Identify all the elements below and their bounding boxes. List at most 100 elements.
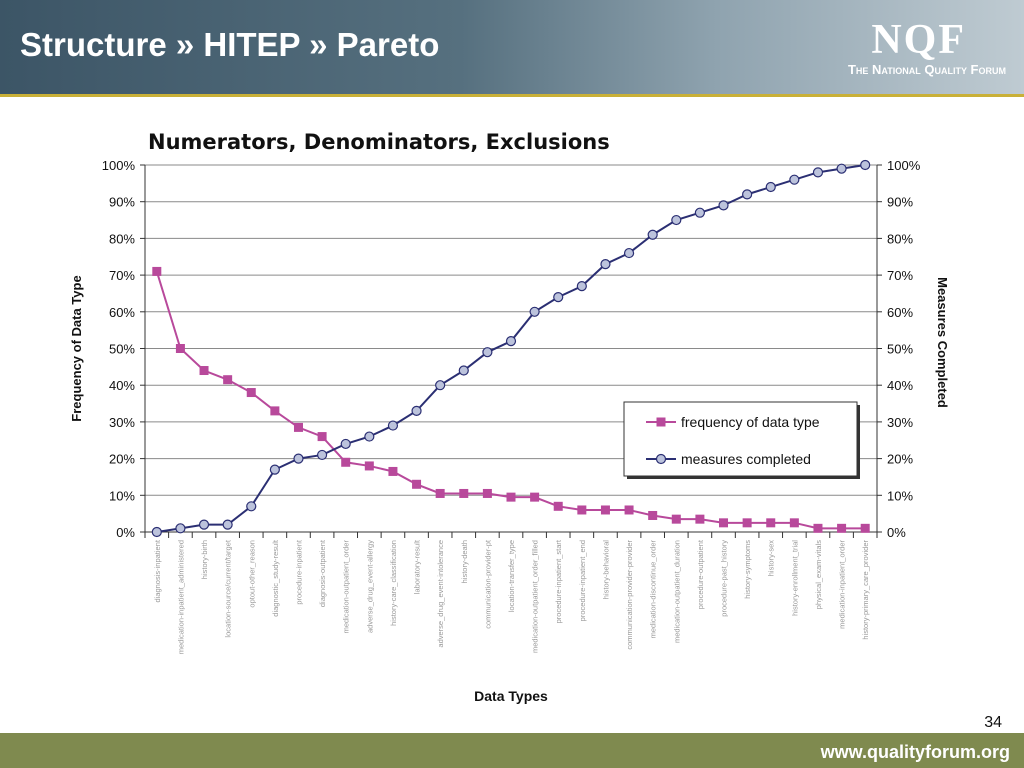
x-tick-label: procedure-inpatient xyxy=(294,539,303,605)
frequency-point xyxy=(671,514,681,524)
measures-point xyxy=(482,347,493,358)
x-tick-label: procedure-past_history xyxy=(720,540,729,617)
y2-tick-label: 100% xyxy=(887,158,921,173)
frequency-point xyxy=(223,375,233,385)
x-tick-label: history-sex xyxy=(767,540,776,577)
frequency-point xyxy=(482,488,492,498)
y-axis-title: Frequency of Data Type xyxy=(69,275,84,421)
x-tick-label: location-source/current/target xyxy=(224,539,233,637)
x-axis-title: Data Types xyxy=(474,688,548,704)
y2-tick-label: 40% xyxy=(887,378,913,393)
x-tick-label: history-birth xyxy=(200,540,209,579)
frequency-point xyxy=(317,432,327,442)
x-tick-label: physical_exam-vitals xyxy=(814,540,823,609)
measures-point xyxy=(246,501,257,512)
footer-url[interactable]: www.qualityforum.org xyxy=(820,742,1010,762)
header-divider xyxy=(0,94,1024,97)
nqf-logo-subtitle: The National Quality Forum xyxy=(847,62,1006,77)
frequency-point xyxy=(459,488,469,498)
nqf-logo: NQF xyxy=(871,17,966,63)
y2-tick-label: 90% xyxy=(887,195,913,210)
frequency-point xyxy=(695,514,705,524)
y2-tick-label: 30% xyxy=(887,415,913,430)
x-tick-label: medication-outpatient_duration xyxy=(672,540,681,643)
frequency-point xyxy=(175,344,185,353)
y-tick-label: 40% xyxy=(109,378,135,393)
x-tick-label: adverse_drug_event-allergy xyxy=(365,540,374,633)
measures-point xyxy=(151,526,162,538)
frequency-point xyxy=(199,366,209,376)
slide-title: Structure » HITEP » Pareto xyxy=(20,26,440,63)
frequency-point xyxy=(813,523,823,533)
frequency-point xyxy=(364,461,374,471)
frequency-point xyxy=(553,501,563,511)
frequency-point xyxy=(789,518,799,528)
measures-point xyxy=(435,380,446,391)
x-tick-label: location-transfer_type xyxy=(507,540,516,612)
measures-point xyxy=(576,281,587,292)
x-tick-label: history-symptoms xyxy=(743,540,752,599)
y2-tick-label: 0% xyxy=(887,525,906,540)
measures-point xyxy=(198,519,210,530)
measures-point xyxy=(340,438,351,450)
frequency-point xyxy=(742,518,752,528)
measures-point xyxy=(175,523,186,534)
x-tick-label: medication-outpatient_order xyxy=(342,540,351,634)
measures-point xyxy=(293,453,304,464)
frequency-point xyxy=(341,457,351,467)
frequency-point xyxy=(388,466,398,476)
frequency-point xyxy=(837,523,847,533)
y-tick-label: 70% xyxy=(109,268,135,283)
y-tick-label: 20% xyxy=(109,452,135,467)
measures-point xyxy=(623,247,635,259)
measures-point xyxy=(671,214,682,226)
x-tick-label: history-primary_care_provider xyxy=(861,540,870,640)
x-tick-label: procedure-outpatient xyxy=(696,539,705,609)
page-number: 34 xyxy=(984,714,1002,731)
slide-header xyxy=(0,0,1024,94)
measures-point xyxy=(222,519,233,530)
measures-point xyxy=(364,431,375,442)
x-tick-label: medication-inpatient_administered xyxy=(176,540,185,654)
frequency-point xyxy=(600,505,610,515)
frequency-point xyxy=(152,266,162,276)
legend-label: frequency of data type xyxy=(681,414,820,430)
x-tick-label: history-behavioral xyxy=(601,540,610,600)
frequency-point xyxy=(577,505,587,515)
measures-point xyxy=(553,292,564,303)
x-tick-label: history-death xyxy=(460,540,469,583)
measures-point xyxy=(718,200,729,211)
y2-tick-label: 60% xyxy=(887,305,913,320)
measures-point xyxy=(860,159,871,171)
frequency-point xyxy=(860,523,870,533)
measures-point xyxy=(269,464,280,475)
measures-point xyxy=(694,207,706,218)
legend-label: measures completed xyxy=(681,451,811,467)
y2-tick-label: 20% xyxy=(887,452,913,467)
measures-point xyxy=(411,405,422,416)
y2-tick-label: 80% xyxy=(887,231,913,246)
measures-point xyxy=(765,181,776,193)
y-tick-label: 90% xyxy=(109,195,135,210)
x-tick-label: history-enrollment_trial xyxy=(790,540,799,616)
x-tick-label: medication-outpatient_order_filled xyxy=(531,540,540,653)
y-tick-label: 10% xyxy=(109,488,135,503)
y-tick-label: 30% xyxy=(109,415,135,430)
measures-point xyxy=(316,449,328,461)
x-tick-label: diagnosis-outpatient xyxy=(318,539,327,607)
y2-axis-title: Measures Completed xyxy=(935,277,950,408)
frequency-point xyxy=(648,510,658,520)
x-tick-label: optout-other_reason xyxy=(247,540,256,608)
measures-point xyxy=(458,365,469,376)
y-tick-label: 80% xyxy=(109,231,135,246)
frequency-point xyxy=(293,422,303,432)
frequency-point xyxy=(435,488,445,498)
legend-swatch-marker xyxy=(656,417,666,427)
legend-swatch-marker xyxy=(655,453,667,465)
x-tick-label: procedure-inpatient_end xyxy=(578,540,587,621)
x-tick-label: medication-discontinue_order xyxy=(649,539,658,638)
x-tick-label: medication-inpatient_order xyxy=(838,540,847,629)
measures-point xyxy=(789,174,800,185)
measures-point xyxy=(529,306,540,317)
frequency-point xyxy=(412,479,422,489)
